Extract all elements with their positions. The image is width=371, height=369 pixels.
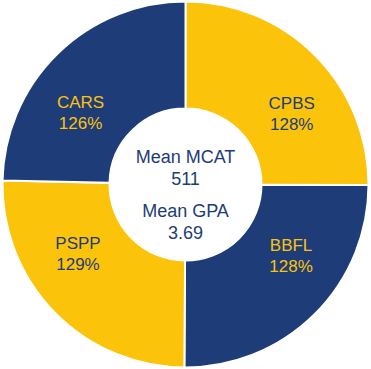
annotation-label: Mean MCAT [136, 147, 236, 167]
slices [3, 2, 369, 368]
slice-value-label: 128% [270, 115, 313, 134]
slice-category: PSPP [55, 234, 100, 253]
annotation-value: 3.69 [168, 223, 203, 243]
slice-category: BBFL [270, 236, 313, 255]
slice-value-label: 129% [56, 255, 99, 274]
slice-labels: CPBS 128% BBFL 128% PSPP 129% CARS 126% [55, 93, 315, 276]
annotation-value: 511 [171, 169, 200, 189]
chart: CPBS 128% BBFL 128% PSPP 129% CARS 126% Mean MCA… [0, 0, 371, 369]
center-text: Mean MCAT511 Mean GPA3.69 [136, 147, 236, 243]
annotation-label: Mean GPA [142, 201, 229, 221]
slice-value-label: 126% [59, 114, 102, 133]
slice-value-label: 128% [269, 257, 312, 276]
slice-category: CARS [57, 93, 104, 112]
slice-category: CPBS [269, 94, 315, 113]
